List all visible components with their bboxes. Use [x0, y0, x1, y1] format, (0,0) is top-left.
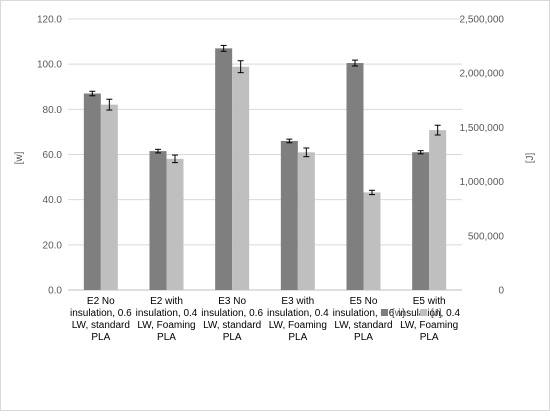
bar-j [232, 66, 250, 290]
y-tick-left-label: 20.0 [43, 240, 63, 251]
x-category-label-line: E5 No [350, 296, 378, 307]
x-category-label-line: PLA [157, 332, 176, 343]
y-tick-left-label: 0.0 [48, 286, 62, 297]
bar-w [412, 152, 430, 290]
x-category-label-line: LW, Foaming [269, 320, 327, 331]
y-tick-left-label: 40.0 [43, 195, 63, 206]
bar-w [280, 140, 298, 290]
left-axis: 0.0 20.0 40.0 60.0 80.0 100.0 120.0 [37, 15, 62, 297]
x-category-label-line: insulation, 0.6 [333, 308, 395, 319]
x-category-label-line: E3 No [218, 296, 246, 307]
x-category-label-line: insulation, 0.6 [70, 308, 132, 319]
y-tick-right-label: 1,000,000 [460, 177, 505, 188]
x-category-label-line: PLA [354, 332, 373, 343]
x-category-label-line: PLA [91, 332, 110, 343]
gridlines [68, 18, 462, 291]
x-category-label-line: insulation, 0.4 [398, 308, 460, 319]
y-tick-left-label: 60.0 [43, 150, 63, 161]
y-axis-left-title: [w] [14, 151, 25, 164]
bar-j [297, 152, 315, 290]
x-category-label-line: insulation, 0.4 [267, 308, 329, 319]
y-tick-left-label: 80.0 [43, 105, 63, 116]
y-tick-right-label: 2,500,000 [460, 15, 505, 26]
y-axis-right-title: [J] [525, 153, 536, 164]
x-category-label-line: LW, standard [203, 320, 261, 331]
y-tick-right-label: 2,000,000 [460, 69, 505, 80]
bar-j [429, 130, 447, 290]
bar-w [215, 48, 233, 290]
x-category-label-line: PLA [420, 332, 439, 343]
bar-w [149, 151, 167, 290]
right-axis: 0 500,000 1,000,000 1,500,000 2,000,000 2,500… [460, 15, 505, 297]
bar-w [346, 63, 364, 290]
legend-swatch-j [420, 309, 427, 316]
legend-label-w: [w] [392, 308, 405, 319]
x-category-label: E5 No insulation, 0.6 LW, standard PLA [333, 296, 395, 343]
x-category-label-line: LW, Foaming [137, 320, 195, 331]
x-category-label: E5 with insulation, 0.4 LW, Foaming PLA [398, 296, 460, 343]
x-category-label-line: LW, standard [72, 320, 130, 331]
y-tick-right-label: 0 [498, 286, 504, 297]
legend-swatch-w [381, 309, 388, 316]
x-category-label-line: E2 with [150, 296, 183, 307]
legend-label-j: [J] [431, 308, 442, 319]
x-category-label-line: LW, standard [334, 320, 392, 331]
y-tick-left-label: 100.0 [37, 60, 62, 71]
y-tick-right-label: 1,500,000 [460, 123, 505, 134]
bar-j [363, 192, 381, 290]
bars [83, 48, 447, 291]
x-category-label-line: E2 No [87, 296, 115, 307]
x-category-label-line: E3 with [281, 296, 314, 307]
x-category-label-line: insulation, 0.4 [136, 308, 198, 319]
x-category-label: E2 No insulation, 0.6 LW, standard PLA [70, 296, 132, 343]
x-category-label-line: insulation, 0.6 [201, 308, 263, 319]
y-tick-left-label: 120.0 [37, 15, 62, 26]
bar-j [100, 104, 118, 290]
y-tick-right-label: 500,000 [468, 231, 505, 242]
x-category-label-line: E5 with [413, 296, 446, 307]
x-category-label-line: PLA [288, 332, 307, 343]
x-category-label-line: LW, Foaming [400, 320, 458, 331]
x-category-label-line: PLA [223, 332, 242, 343]
x-category-label: E3 with insulation, 0.4 LW, Foaming PLA [267, 296, 329, 343]
bar-w [83, 93, 101, 291]
error-bars [89, 44, 441, 196]
bar-j [166, 158, 184, 290]
x-category-label: E3 No insulation, 0.6 LW, standard PLA [201, 296, 263, 343]
legend: [w] [J] [381, 308, 442, 319]
x-category-label: E2 with insulation, 0.4 LW, Foaming PLA [136, 296, 198, 343]
